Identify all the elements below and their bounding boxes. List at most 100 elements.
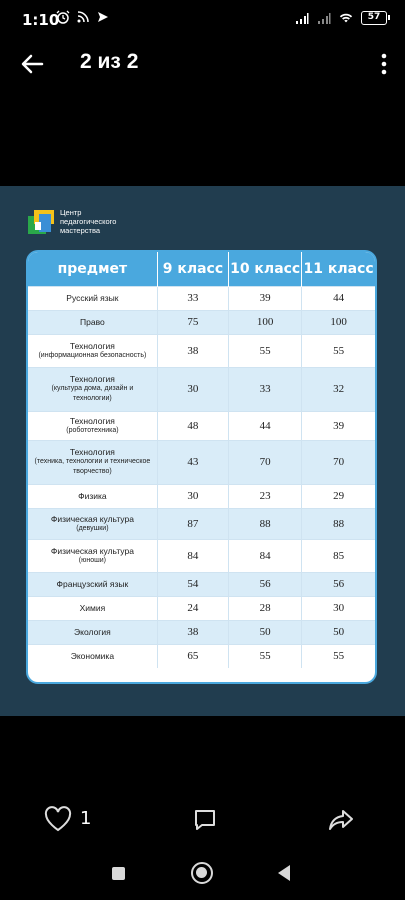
back-arrow-icon[interactable] [18, 50, 46, 78]
score-cell-g10: 56 [228, 571, 302, 596]
rss-icon [77, 11, 89, 23]
signal-icon [296, 13, 309, 24]
subject-cell: Экология [28, 619, 158, 644]
score-cell-g9: 48 [156, 410, 229, 440]
subject-cell: Физическая культура (девушки) [28, 507, 158, 539]
subject-note: (девушки) [76, 524, 109, 532]
score-cell-g11: 44 [301, 285, 375, 310]
table-row: Русский язык 33 39 44 [28, 285, 375, 310]
action-bar: 1 [0, 800, 405, 840]
subject-cell: Технология (информационная безопасность) [28, 333, 158, 367]
table-row: Право 75 100 100 [28, 309, 375, 334]
subject-label: Технология [69, 374, 115, 384]
subject-label: Русский язык [66, 293, 119, 303]
alarm-icon [56, 10, 70, 24]
heart-icon[interactable] [44, 806, 72, 832]
header-subject: предмет [28, 252, 158, 286]
subject-note: (информационная безопасность) [38, 351, 147, 359]
logo-icon [28, 210, 54, 234]
subject-label: Физика [78, 491, 107, 501]
status-time: 1:10 [22, 11, 60, 29]
score-cell-g10: 70 [228, 439, 302, 484]
home-button[interactable] [191, 862, 213, 884]
score-cell-g11: 55 [301, 643, 375, 668]
subject-cell: Экономика [28, 643, 158, 668]
subject-label: Технология [69, 340, 115, 351]
score-cell-g11: 100 [301, 309, 375, 334]
signal-icon-2 [318, 13, 331, 24]
nav-back-button[interactable] [278, 865, 290, 881]
table-row: Экономика 65 55 55 [28, 643, 375, 668]
score-cell-g9: 33 [156, 285, 229, 310]
score-cell-g9: 38 [156, 333, 229, 367]
subject-cell: Технология (техника, технологии и техниче… [28, 439, 158, 484]
score-cell-g10: 84 [228, 538, 302, 572]
page-title: 2 из 2 [80, 50, 139, 73]
recents-button[interactable] [112, 867, 125, 880]
score-cell-g10: 50 [228, 619, 302, 644]
comment-icon[interactable] [193, 808, 217, 832]
score-cell-g11: 39 [301, 410, 375, 440]
table-row: Технология (техника, технологии и техниче… [28, 439, 375, 484]
header-grade-9: 9 класс [156, 252, 229, 286]
table-row: Технология (информационная безопасность) 3… [28, 333, 375, 367]
more-options-icon[interactable] [379, 52, 389, 76]
score-cell-g10: 28 [228, 595, 302, 620]
subject-cell: Технология (культура дома, дизайн и техно… [28, 366, 158, 411]
score-cell-g10: 23 [228, 483, 302, 508]
score-cell-g10: 100 [228, 309, 302, 334]
subject-cell: Французский язык [28, 571, 158, 596]
table-body: Русский язык 33 39 44 Право 75 100 100 Технологи… [28, 285, 375, 668]
photo-viewer-image[interactable]: Центр педагогического мастерства предмет… [0, 186, 405, 716]
table-row: Технология (культура дома, дизайн и техно… [28, 366, 375, 411]
score-cell-g11: 56 [301, 571, 375, 596]
score-cell-g11: 85 [301, 538, 375, 572]
subject-cell: Русский язык [28, 285, 158, 310]
score-cell-g9: 87 [156, 507, 229, 539]
subject-label: Экология [74, 627, 111, 637]
score-cell-g11: 29 [301, 483, 375, 508]
score-cell-g10: 33 [228, 366, 302, 411]
status-bar: 1:10 57 [0, 0, 405, 40]
subject-label: Технология [69, 415, 115, 426]
score-cell-g10: 44 [228, 410, 302, 440]
score-cell-g9: 30 [156, 483, 229, 508]
score-cell-g11: 30 [301, 595, 375, 620]
table-row: Физическая культура (девушки) 87 88 88 [28, 507, 375, 539]
wifi-icon [339, 13, 353, 23]
header-grade-11: 11 класс [301, 252, 375, 286]
subject-label: Французский язык [56, 579, 129, 589]
like-count: 1 [80, 808, 92, 829]
subject-label: Право [80, 317, 105, 327]
score-cell-g10: 88 [228, 507, 302, 539]
score-cell-g9: 54 [156, 571, 229, 596]
subject-cell: Химия [28, 595, 158, 620]
table-row: Французский язык 54 56 56 [28, 571, 375, 596]
score-cell-g10: 55 [228, 643, 302, 668]
score-cell-g11: 88 [301, 507, 375, 539]
subject-note: (культура дома, дизайн и технологии) [51, 385, 134, 402]
notification-icons [56, 10, 110, 24]
subject-label: Технология [69, 447, 115, 457]
score-cell-g10: 55 [228, 333, 302, 367]
share-icon[interactable] [328, 808, 354, 832]
score-cell-g9: 75 [156, 309, 229, 334]
score-cell-g11: 70 [301, 439, 375, 484]
header-grade-10: 10 класс [228, 252, 302, 286]
subject-note: (юноши) [78, 556, 106, 564]
score-cell-g11: 50 [301, 619, 375, 644]
battery-icon: 57 [361, 11, 390, 25]
score-cell-g9: 24 [156, 595, 229, 620]
system-icons: 57 [295, 11, 390, 25]
subject-cell: Физика [28, 483, 158, 508]
score-cell-g11: 32 [301, 366, 375, 411]
score-cell-g9: 30 [156, 366, 229, 411]
subject-label: Экономика [70, 651, 115, 662]
app-bar: 2 из 2 [0, 40, 405, 88]
score-cell-g10: 39 [228, 285, 302, 310]
table-row: Физическая культура (юноши) 84 84 85 [28, 538, 375, 572]
subject-label: Химия [79, 603, 106, 613]
score-cell-g9: 84 [156, 538, 229, 572]
score-cell-g9: 65 [156, 643, 229, 668]
subject-note: (робототехника) [66, 426, 119, 434]
